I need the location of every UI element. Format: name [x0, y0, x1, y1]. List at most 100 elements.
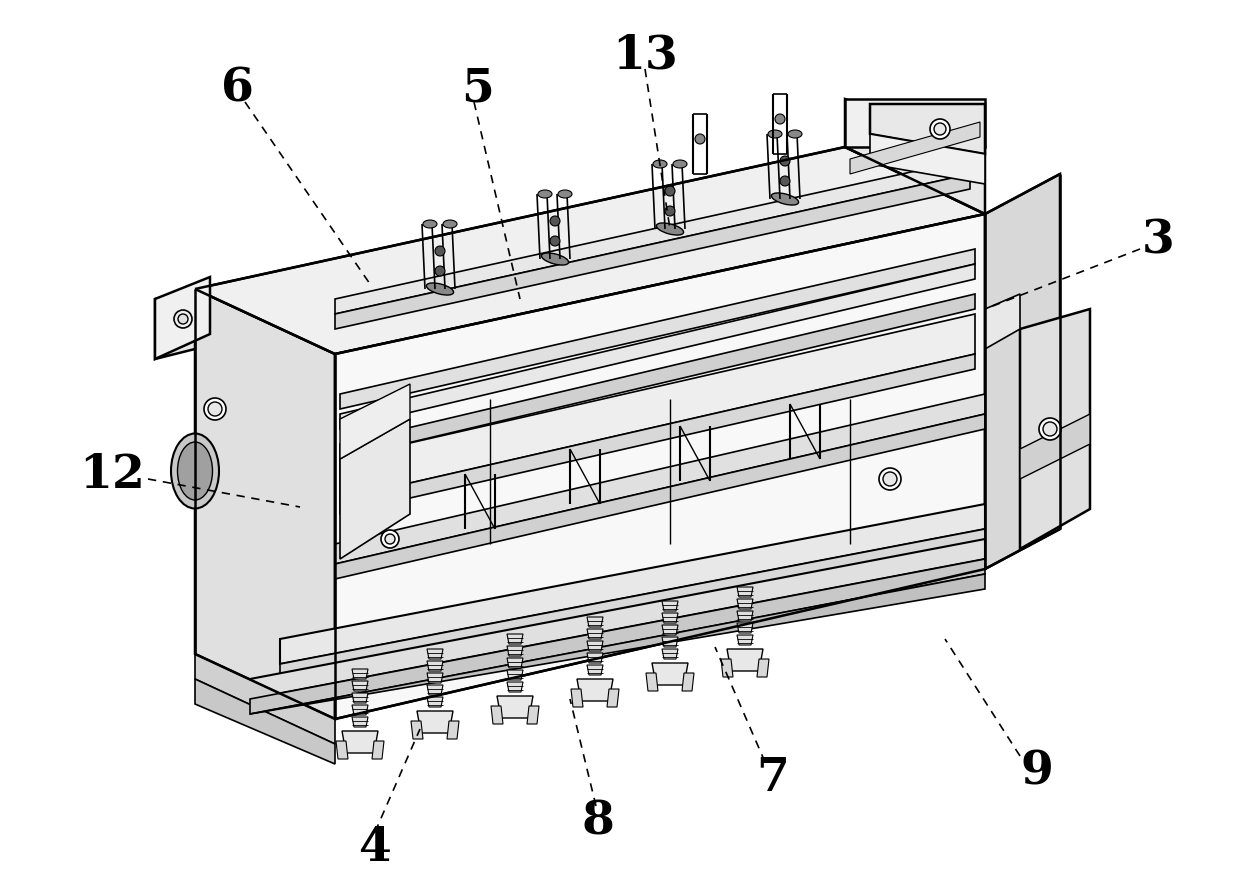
Ellipse shape: [542, 254, 569, 266]
Polygon shape: [335, 160, 970, 315]
Circle shape: [551, 216, 560, 227]
Polygon shape: [570, 689, 583, 707]
Circle shape: [1043, 423, 1056, 436]
Ellipse shape: [771, 194, 799, 206]
Polygon shape: [335, 394, 985, 564]
Ellipse shape: [558, 190, 572, 198]
Circle shape: [435, 266, 445, 276]
Circle shape: [694, 135, 706, 145]
Polygon shape: [335, 175, 970, 330]
Polygon shape: [427, 649, 443, 659]
Polygon shape: [342, 731, 378, 753]
Ellipse shape: [171, 434, 219, 509]
Polygon shape: [497, 696, 533, 718]
Polygon shape: [587, 641, 603, 651]
Polygon shape: [340, 249, 975, 409]
Ellipse shape: [673, 161, 687, 169]
Text: 6: 6: [221, 65, 253, 111]
Ellipse shape: [787, 131, 802, 139]
Polygon shape: [340, 295, 975, 460]
Polygon shape: [849, 122, 980, 175]
Polygon shape: [250, 560, 985, 714]
Polygon shape: [587, 665, 603, 675]
Polygon shape: [737, 611, 753, 621]
Circle shape: [551, 237, 560, 247]
Polygon shape: [280, 504, 985, 664]
Circle shape: [665, 187, 675, 197]
Polygon shape: [427, 697, 443, 707]
Polygon shape: [427, 662, 443, 671]
Ellipse shape: [177, 443, 212, 501]
Circle shape: [381, 530, 399, 548]
Polygon shape: [372, 741, 384, 759]
Polygon shape: [756, 659, 769, 678]
Polygon shape: [577, 679, 613, 701]
Ellipse shape: [423, 221, 436, 229]
Polygon shape: [587, 618, 603, 628]
Polygon shape: [727, 649, 763, 671]
Polygon shape: [587, 654, 603, 663]
Text: 8: 8: [582, 798, 615, 844]
Polygon shape: [417, 712, 453, 733]
Text: 13: 13: [613, 32, 678, 78]
Ellipse shape: [653, 161, 667, 169]
Polygon shape: [1021, 309, 1090, 550]
Polygon shape: [608, 689, 619, 707]
Polygon shape: [340, 419, 410, 560]
Circle shape: [780, 156, 790, 167]
Polygon shape: [340, 315, 975, 500]
Polygon shape: [662, 637, 678, 647]
Polygon shape: [737, 623, 753, 633]
Circle shape: [384, 535, 396, 544]
Circle shape: [930, 120, 950, 139]
Ellipse shape: [656, 224, 683, 236]
Polygon shape: [335, 415, 985, 579]
Text: 3: 3: [1142, 216, 1174, 263]
Polygon shape: [652, 663, 688, 685]
Polygon shape: [720, 659, 733, 678]
Polygon shape: [737, 587, 753, 597]
Polygon shape: [280, 529, 985, 684]
Polygon shape: [335, 215, 985, 719]
Polygon shape: [352, 693, 368, 704]
Polygon shape: [195, 290, 335, 719]
Text: 7: 7: [756, 755, 790, 800]
Polygon shape: [352, 681, 368, 691]
Polygon shape: [340, 355, 975, 514]
Polygon shape: [340, 265, 975, 429]
Circle shape: [934, 124, 946, 136]
Polygon shape: [870, 105, 985, 155]
Circle shape: [879, 468, 901, 491]
Circle shape: [435, 247, 445, 257]
Polygon shape: [427, 673, 443, 683]
Circle shape: [780, 177, 790, 187]
Polygon shape: [737, 636, 753, 645]
Polygon shape: [336, 741, 348, 759]
Circle shape: [208, 402, 222, 417]
Ellipse shape: [538, 190, 552, 198]
Text: 12: 12: [79, 451, 145, 497]
Polygon shape: [662, 613, 678, 623]
Polygon shape: [410, 721, 423, 739]
Polygon shape: [507, 658, 523, 668]
Polygon shape: [340, 384, 410, 460]
Text: 4: 4: [358, 824, 392, 870]
Circle shape: [775, 114, 785, 125]
Circle shape: [174, 310, 192, 329]
Polygon shape: [507, 670, 523, 680]
Text: 9: 9: [1021, 748, 1054, 794]
Polygon shape: [662, 602, 678, 611]
Polygon shape: [737, 599, 753, 610]
Polygon shape: [507, 646, 523, 656]
Polygon shape: [427, 685, 443, 696]
Polygon shape: [682, 673, 694, 691]
Polygon shape: [870, 135, 985, 185]
Polygon shape: [195, 148, 985, 355]
Circle shape: [883, 472, 897, 486]
Polygon shape: [491, 706, 503, 724]
Polygon shape: [844, 100, 985, 215]
Polygon shape: [985, 295, 1021, 350]
Polygon shape: [195, 679, 335, 764]
Polygon shape: [250, 539, 985, 699]
Polygon shape: [646, 673, 658, 691]
